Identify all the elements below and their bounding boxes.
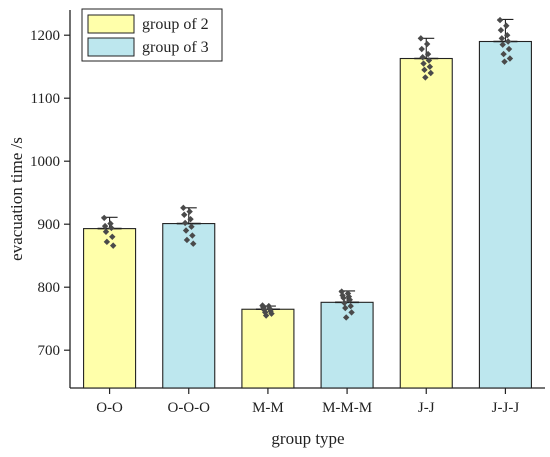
bar-j-j-j [478, 40, 532, 389]
data-point [427, 69, 434, 77]
plot-area: 700 800 900 1000 1100 1200 O-O O-O-O M-M M-M-M J-… [30, 10, 545, 416]
data-point [188, 223, 195, 230]
data-point [108, 224, 115, 232]
data-point [506, 55, 514, 62]
data-point [181, 219, 189, 227]
bars [83, 40, 532, 389]
data-point [183, 236, 191, 244]
data-point [423, 40, 431, 48]
data-point [420, 60, 427, 67]
data-point [100, 214, 108, 222]
data-point [347, 302, 354, 310]
legend: group of 2 group of 3 [81, 8, 223, 62]
y-axis-ticks: 700 800 900 1000 1100 1200 [30, 28, 70, 359]
data-point [504, 38, 512, 45]
data-point [107, 220, 114, 227]
x-axis-title: group type [271, 429, 344, 448]
y-tick-label: 1000 [30, 154, 60, 170]
data-point [503, 22, 510, 29]
legend-swatch-group-of-3 [87, 37, 135, 57]
data-point [422, 74, 429, 81]
y-tick-label: 900 [38, 217, 61, 233]
data-point [419, 54, 426, 61]
data-point [417, 35, 425, 42]
data-point [418, 45, 425, 53]
legend-label-group-of-3: group of 3 [142, 39, 209, 56]
y-tick-label: 800 [38, 280, 61, 296]
y-tick-label: 700 [38, 343, 61, 359]
data-point [262, 312, 270, 319]
data-point [498, 35, 506, 42]
data-point [346, 296, 353, 303]
bar-o-o [83, 228, 137, 389]
data-point [109, 242, 117, 249]
x-tick-label: M-M-M [322, 400, 372, 416]
data-point [504, 32, 511, 39]
data-point [268, 310, 275, 317]
x-axis-ticks: O-O O-O-O M-M M-M-M J-J J-J-J [96, 388, 519, 416]
data-point [340, 294, 347, 302]
data-point [426, 63, 434, 70]
data-point [101, 222, 109, 230]
y-tick-label: 1100 [31, 91, 60, 107]
data-points [100, 16, 514, 321]
y-axis-title: evacuation time /s [7, 137, 26, 261]
data-point [186, 208, 193, 215]
data-point [421, 66, 428, 74]
data-point [341, 299, 348, 307]
data-point [102, 228, 110, 235]
x-tick-label: M-M [252, 400, 284, 416]
data-point [505, 45, 513, 53]
data-point [500, 50, 507, 58]
bar-j-j [399, 57, 453, 389]
data-point [348, 309, 355, 316]
data-point [181, 211, 188, 218]
data-point [425, 57, 433, 64]
bar-m-m [241, 308, 295, 389]
data-point [182, 227, 190, 234]
data-point [424, 50, 432, 58]
x-tick-label: O-O-O [168, 400, 211, 416]
error-bars [97, 18, 518, 311]
y-tick-label: 1200 [30, 28, 60, 44]
x-tick-label: J-J [418, 400, 435, 416]
data-point [180, 204, 187, 212]
bar-o-o-o [162, 223, 216, 389]
data-point [497, 26, 505, 34]
data-point [187, 215, 194, 223]
data-point [342, 304, 349, 312]
data-point [190, 240, 197, 247]
legend-label-group-of-2: group of 2 [142, 16, 209, 33]
data-point [499, 41, 506, 48]
data-point [501, 58, 508, 65]
data-point [189, 232, 196, 239]
data-point [342, 314, 350, 321]
data-point [109, 233, 116, 240]
x-tick-label: O-O [96, 400, 123, 416]
x-tick-label: J-J-J [492, 400, 520, 416]
data-point [103, 238, 111, 246]
data-point [496, 16, 504, 24]
legend-swatch-group-of-2 [87, 14, 135, 34]
